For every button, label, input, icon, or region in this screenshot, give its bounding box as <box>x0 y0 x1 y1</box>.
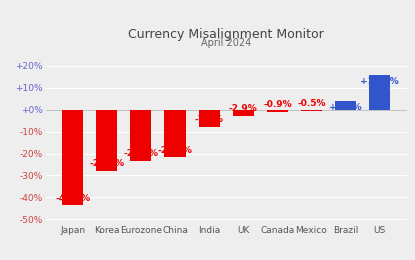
Text: -0.5%: -0.5% <box>297 99 326 108</box>
Bar <box>301 110 322 111</box>
Text: -21.8%: -21.8% <box>158 146 193 155</box>
Text: -43.7%: -43.7% <box>55 194 90 203</box>
Title: Currency Misalignment Monitor: Currency Misalignment Monitor <box>128 28 324 41</box>
Bar <box>62 110 83 205</box>
Text: -0.9%: -0.9% <box>263 100 292 109</box>
Bar <box>335 101 356 110</box>
Bar <box>96 110 117 171</box>
Bar <box>164 110 186 158</box>
Bar <box>233 110 254 116</box>
Text: -2.9%: -2.9% <box>229 105 258 113</box>
Bar <box>369 75 390 110</box>
Bar <box>130 110 151 161</box>
Text: April 2024: April 2024 <box>201 38 251 48</box>
Bar <box>267 110 288 112</box>
Text: +15.8%: +15.8% <box>360 77 399 86</box>
Text: -7.7%: -7.7% <box>195 115 224 124</box>
Text: -23.4%: -23.4% <box>123 149 159 158</box>
Text: +4.2%: +4.2% <box>329 103 362 112</box>
Bar <box>198 110 220 127</box>
Text: -27.9%: -27.9% <box>89 159 124 168</box>
